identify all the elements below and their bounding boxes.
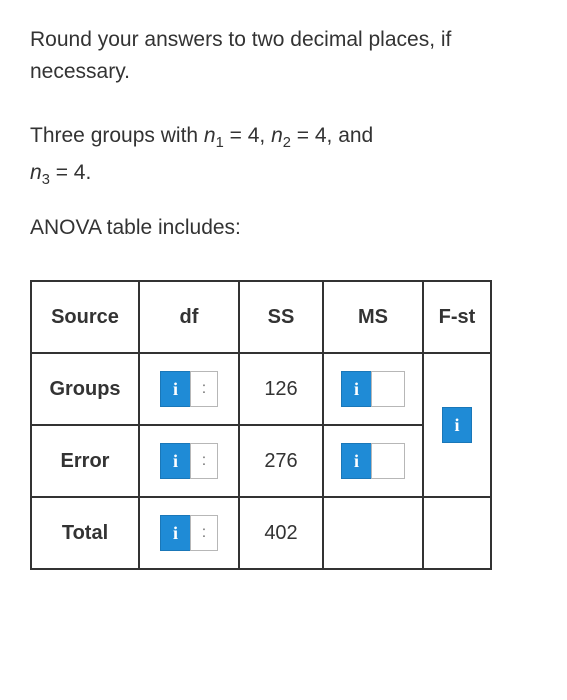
input-groups-ms[interactable]	[371, 371, 405, 407]
header-fst: F-st	[423, 281, 491, 353]
header-df: df	[139, 281, 239, 353]
row-total: Total i 402	[31, 497, 491, 569]
problem-setup: Three groups with n1 = 4, n2 = 4, and n3…	[30, 119, 543, 192]
input-error-df[interactable]	[190, 443, 218, 479]
row-groups: Groups i 126 i i	[31, 353, 491, 425]
info-icon[interactable]: i	[160, 443, 190, 479]
info-icon[interactable]: i	[160, 371, 190, 407]
cell-fstat: i	[423, 353, 491, 497]
input-error-ms[interactable]	[371, 443, 405, 479]
header-ss: SS	[239, 281, 323, 353]
row-label-total: Total	[31, 497, 139, 569]
cell-error-df: i	[139, 425, 239, 497]
anova-table: Source df SS MS F-st Groups i 126 i i Er…	[30, 280, 492, 570]
cell-total-fst	[423, 497, 491, 569]
row-label-error: Error	[31, 425, 139, 497]
n3-var: n3	[30, 161, 50, 184]
table-label: ANOVA table includes:	[30, 216, 543, 240]
info-icon[interactable]: i	[160, 515, 190, 551]
instruction-text: Round your answers to two decimal places…	[30, 24, 543, 87]
info-icon[interactable]: i	[442, 407, 472, 443]
eq2: = 4, and	[291, 124, 373, 147]
row-error: Error i 276 i	[31, 425, 491, 497]
header-source: Source	[31, 281, 139, 353]
cell-groups-ms: i	[323, 353, 423, 425]
setup-prefix: Three groups with	[30, 124, 204, 147]
eq3: = 4.	[50, 161, 91, 184]
info-icon[interactable]: i	[341, 443, 371, 479]
cell-total-df: i	[139, 497, 239, 569]
header-row: Source df SS MS F-st	[31, 281, 491, 353]
input-groups-df[interactable]	[190, 371, 218, 407]
info-icon[interactable]: i	[341, 371, 371, 407]
cell-groups-df: i	[139, 353, 239, 425]
input-total-df[interactable]	[190, 515, 218, 551]
cell-error-ms: i	[323, 425, 423, 497]
eq1: = 4,	[224, 124, 271, 147]
row-label-groups: Groups	[31, 353, 139, 425]
cell-total-ss: 402	[239, 497, 323, 569]
cell-error-ss: 276	[239, 425, 323, 497]
header-ms: MS	[323, 281, 423, 353]
cell-total-ms	[323, 497, 423, 569]
cell-groups-ss: 126	[239, 353, 323, 425]
n1-var: n1	[204, 124, 224, 147]
n2-var: n2	[271, 124, 291, 147]
